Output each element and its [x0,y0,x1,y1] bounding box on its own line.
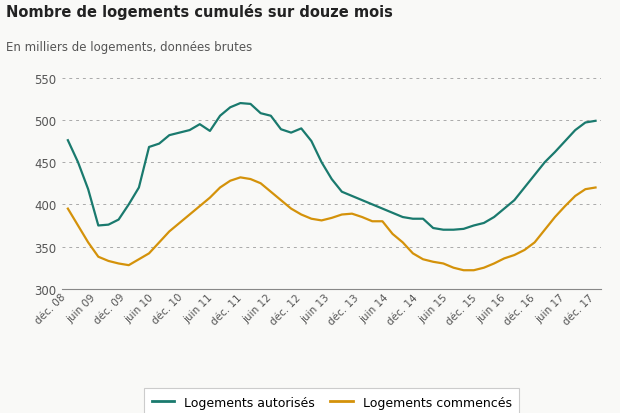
Text: En milliers de logements, données brutes: En milliers de logements, données brutes [6,41,252,54]
Legend: Logements autorisés, Logements commencés: Logements autorisés, Logements commencés [144,388,519,413]
Text: Nombre de logements cumulés sur douze mois: Nombre de logements cumulés sur douze mo… [6,4,393,20]
